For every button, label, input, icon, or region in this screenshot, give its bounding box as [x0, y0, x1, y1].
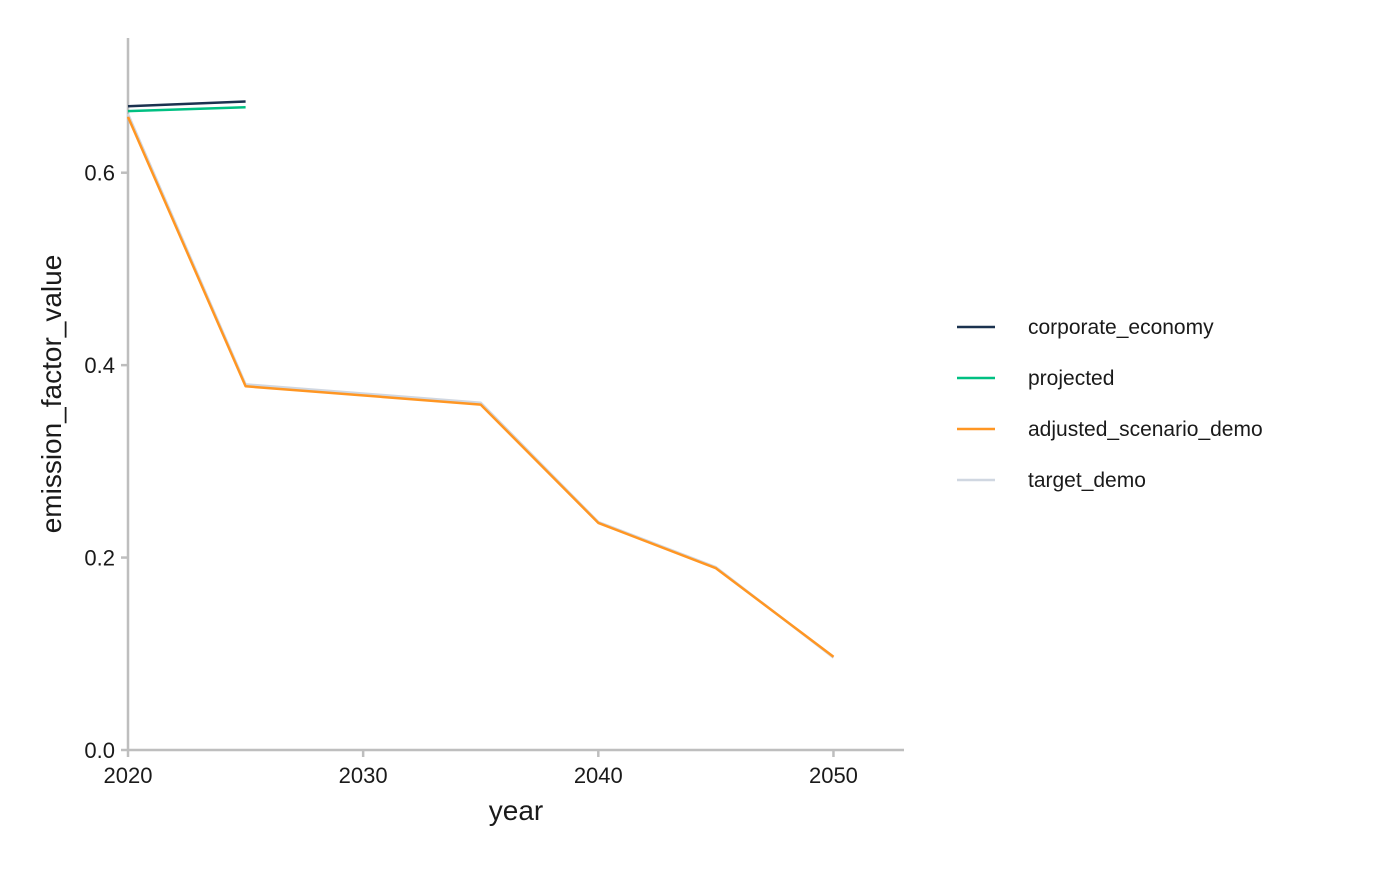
- legend-label: adjusted_scenario_demo: [1028, 418, 1263, 441]
- x-tick-label: 2040: [574, 763, 623, 788]
- series-line-adjusted-scenario-demo: [126, 116, 835, 658]
- series-line-projected: [127, 106, 246, 113]
- x-tick-label: 2050: [809, 763, 858, 788]
- legend-label: projected: [1028, 367, 1114, 390]
- y-tick-label: 0.4: [84, 353, 115, 378]
- x-tick-label: 2020: [104, 763, 153, 788]
- y-tick-label: 0.2: [84, 546, 115, 571]
- series-lines: [126, 100, 835, 659]
- y-tick-label: 0.0: [84, 738, 115, 763]
- legend: corporate_economy projected adjusted_scena…: [957, 316, 1263, 492]
- axis-ticks: 2020 2030 2040 2050 0.0 0.2 0.4 0.6: [84, 161, 858, 788]
- x-tick-label: 2030: [339, 763, 388, 788]
- legend-label: target_demo: [1028, 469, 1146, 492]
- y-axis-title: emission_factor_value: [36, 255, 67, 534]
- legend-label: corporate_economy: [1028, 316, 1214, 339]
- axes: [126, 38, 904, 752]
- series-line-corporate-economy: [127, 100, 246, 108]
- x-axis-title: year: [489, 795, 543, 826]
- y-tick-label: 0.6: [84, 161, 115, 186]
